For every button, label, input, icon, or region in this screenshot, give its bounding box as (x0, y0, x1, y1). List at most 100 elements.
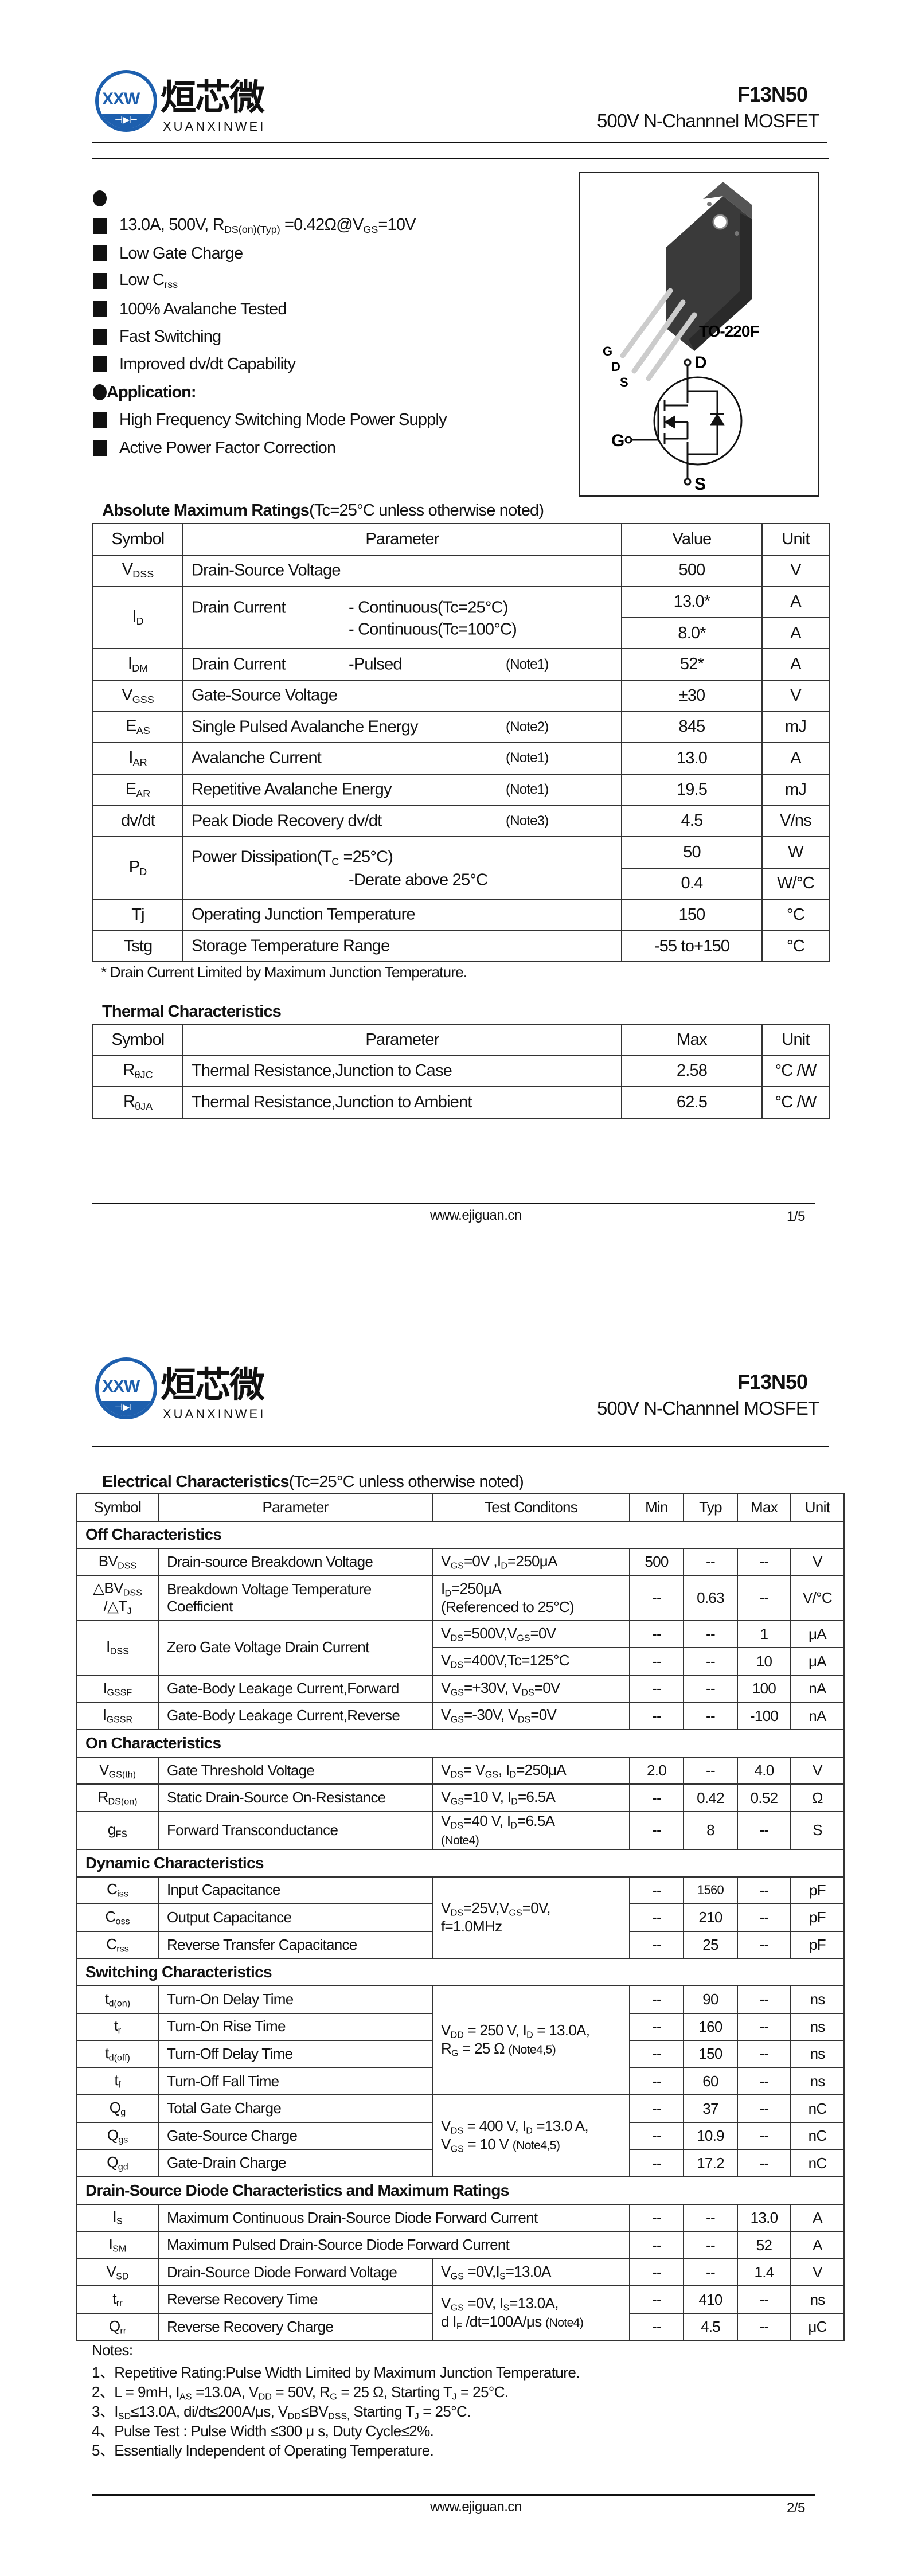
square-bullet-icon (93, 218, 107, 234)
unit-cell: A (761, 742, 830, 775)
min-cell: -- (629, 2203, 684, 2232)
feature-text: 100% Avalanche Tested (119, 299, 287, 318)
thermal-title: Thermal Characteristics (102, 1002, 282, 1021)
unit-cell: °C (761, 930, 830, 963)
unit-cell: nC (790, 2121, 845, 2150)
symbol-cell: RDS(on) (76, 1783, 159, 1812)
max-cell: 62.5 (621, 1086, 763, 1119)
symbol-d-label: D (694, 353, 707, 372)
value-cell: 500 (621, 554, 763, 587)
unit-cell: V (761, 554, 830, 587)
parameter-cell: Maximum Pulsed Drain-Source Diode Forwar… (158, 2231, 630, 2259)
max-cell: 10 (737, 1647, 791, 1676)
parameter-cell: Static Drain-Source On-Resistance (158, 1783, 433, 1812)
symbol-cell: PD (92, 836, 183, 900)
max-cell: -- (737, 2040, 791, 2068)
min-cell: -- (629, 1930, 684, 1960)
table-row: EAR Repetitive Avalanche Energy (Note1) 19.… (92, 773, 830, 806)
table-row: Tj Operating Junction Temperature 150 °C (92, 899, 830, 931)
typ-cell: 160 (683, 2012, 738, 2042)
feature-item: Fast Switching (93, 325, 221, 348)
symbol-cell: IGSSF (76, 1674, 159, 1703)
unit-cell: μA (790, 1619, 845, 1649)
square-bullet-icon (93, 301, 107, 317)
symbol-cell: gFS (76, 1810, 159, 1850)
min-cell: -- (629, 2313, 684, 2341)
max-cell: 100 (737, 1674, 791, 1703)
column-header: Symbol (92, 1024, 183, 1056)
unit-cell: nC (790, 2094, 845, 2123)
unit-cell: V (790, 1548, 845, 1576)
table-row: BVDSS Drain-source Breakdown Voltage VGS=0… (76, 1548, 845, 1576)
symbol-cell: tf (76, 2067, 159, 2096)
value-cell: 13.0 (621, 742, 763, 775)
unit-cell: ns (790, 2067, 845, 2096)
parameter-text: -Derate above 25°C (349, 871, 488, 889)
min-cell: -- (629, 2258, 684, 2287)
typ-cell: 0.42 (683, 1783, 738, 1812)
table-row: Tstg Storage Temperature Range -55 to+150 °… (92, 930, 830, 963)
footer-url[interactable]: www.ejiguan.cn (430, 2499, 522, 2515)
feature-text: 13.0A, 500V, RDS(on)(Typ) =0.42Ω@VGS=10V (119, 216, 416, 236)
logo-circle-icon: XXW ⊣▶⊢ (95, 1357, 157, 1419)
unit-cell: pF (790, 1903, 845, 1932)
min-cell: -- (629, 2121, 684, 2150)
typ-cell: 8 (683, 1810, 738, 1850)
part-number: F13N50 (737, 83, 808, 106)
divider (92, 142, 827, 143)
symbol-cell: Tstg (92, 930, 183, 963)
page-number: 2/5 (787, 2500, 805, 2516)
max-cell: 52 (737, 2231, 791, 2259)
symbol-cell: RθJA (92, 1086, 183, 1119)
parameter-cell: Reverse Recovery Charge (158, 2313, 433, 2341)
table-row: IDSS Zero Gate Voltage Drain Current VDS=5… (76, 1619, 845, 1676)
feature-item: 100% Avalanche Tested (93, 298, 287, 321)
table-row: EAS Single Pulsed Avalanche Energy (Note2)… (92, 711, 830, 744)
divider (92, 1446, 829, 1447)
symbol-cell: IGSSR (76, 1701, 159, 1731)
typ-cell: 60 (683, 2067, 738, 2096)
column-header: Typ (683, 1493, 738, 1522)
note-ref: (Note1) (506, 656, 549, 672)
parameter-cell: Operating Junction Temperature (182, 899, 622, 931)
pin-d-label: D (611, 360, 620, 374)
bullet-icon (93, 190, 107, 206)
feature-text: Fast Switching (119, 327, 221, 346)
feature-text: Low Crss (119, 271, 178, 291)
min-cell: 2.0 (629, 1756, 684, 1785)
unit-cell: Ω (790, 1783, 845, 1812)
min-cell: -- (629, 2231, 684, 2259)
max-cell: 0.52 (737, 1783, 791, 1812)
column-header: Value (621, 523, 763, 556)
footer-url[interactable]: www.ejiguan.cn (430, 1208, 522, 1223)
typ-cell: -- (683, 1619, 738, 1649)
parameter-cell: Thermal Resistance,Junction to Ambient (182, 1086, 622, 1119)
unit-cell: °C /W (761, 1055, 830, 1088)
table-row: VSD Drain-Source Diode Forward Voltage VGS… (76, 2258, 845, 2287)
typ-cell: 0.63 (683, 1575, 738, 1621)
min-cell: -- (629, 2094, 684, 2123)
table-row: tr Turn-On Rise Time -- 160 -- ns (76, 2012, 845, 2042)
max-cell: -- (737, 1903, 791, 1932)
parameter-cell: Turn-Off Fall Time (158, 2067, 433, 2096)
max-cell: -- (737, 1985, 791, 2014)
symbol-cell: trr (76, 2285, 159, 2315)
parameter-text: Drain Current (192, 655, 286, 674)
unit-cell: V (761, 679, 830, 712)
typ-cell: -- (683, 2203, 738, 2232)
typ-cell: 25 (683, 1930, 738, 1960)
table-row: VDS=400V,Tc=125°C -- -- 10 μA (77, 1647, 845, 1676)
symbol-cell: VGSS (92, 679, 183, 712)
parameter-cell: Storage Temperature Range (182, 930, 622, 963)
parameter-text: Drain Current (192, 598, 286, 617)
table-row: △BVDSS/△TJ Breakdown Voltage Temperature C… (76, 1575, 845, 1621)
typ-cell: 10.9 (683, 2121, 738, 2150)
condition-cell: VDS=25V,VGS=0V, f=1.0MHz (432, 1876, 630, 1960)
abs-max-table: Symbol Parameter Value Unit VDSS Drain-Source… (92, 523, 830, 963)
column-header: Max (737, 1493, 791, 1522)
typ-cell: -- (683, 2231, 738, 2259)
unit-cell: nC (790, 2149, 845, 2178)
section-title: Dynamic Characteristics (76, 1848, 845, 1878)
mosfet-symbol-icon (624, 358, 743, 486)
table-row: IGSSF Gate-Body Leakage Current,Forward VG… (76, 1674, 845, 1703)
